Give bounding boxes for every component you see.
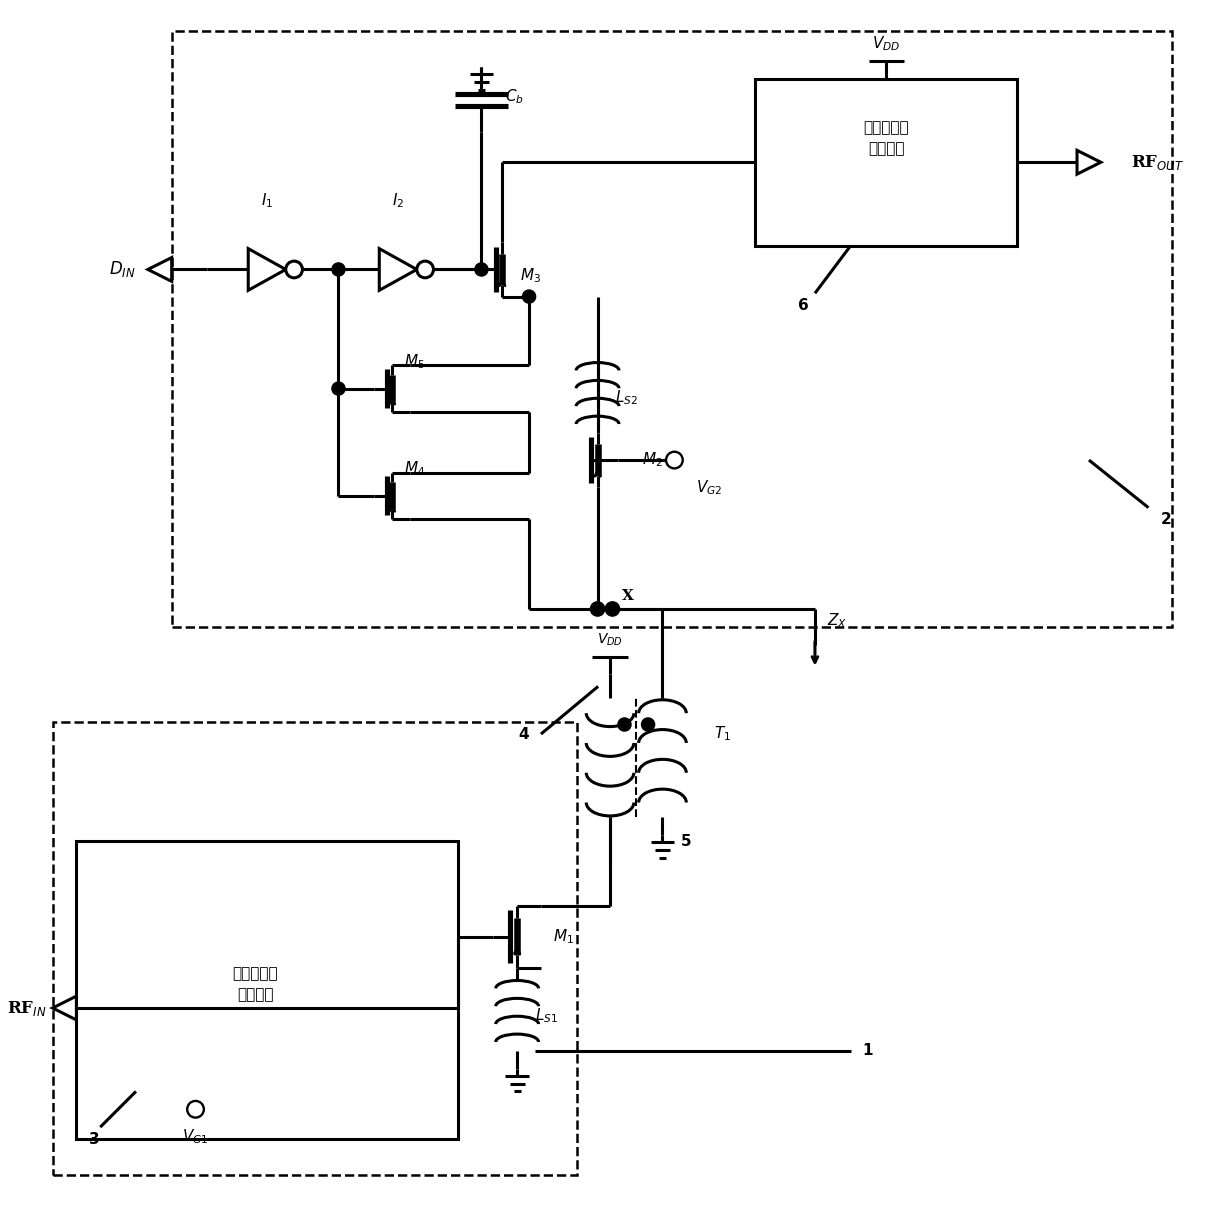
Text: 4: 4 (519, 726, 529, 742)
Text: 5: 5 (680, 833, 691, 849)
Circle shape (618, 718, 631, 731)
Text: RF$_{IN}$: RF$_{IN}$ (7, 999, 46, 1018)
Text: $V_{G2}$: $V_{G2}$ (696, 478, 722, 497)
Circle shape (332, 382, 345, 396)
Text: X: X (622, 589, 634, 603)
Text: $L_{S1}$: $L_{S1}$ (535, 1006, 558, 1025)
Text: 3: 3 (89, 1131, 100, 1147)
Text: $C_b$: $C_b$ (505, 87, 524, 106)
Text: $M_2$: $M_2$ (643, 451, 663, 469)
Text: $Z_X$: $Z_X$ (827, 611, 847, 631)
Circle shape (605, 602, 620, 616)
Text: $M_1$: $M_1$ (553, 927, 573, 946)
Bar (77, 842, 458, 1138)
Circle shape (417, 262, 434, 277)
Circle shape (642, 718, 655, 731)
Text: 输出匹配及
偏置网络: 输出匹配及 偏置网络 (864, 121, 909, 157)
Circle shape (332, 263, 345, 276)
Text: 输入匹配及
偏置网络: 输入匹配及 偏置网络 (232, 966, 278, 1002)
Circle shape (475, 263, 488, 276)
Circle shape (666, 452, 683, 468)
Circle shape (522, 289, 536, 303)
Circle shape (590, 602, 605, 616)
Polygon shape (148, 258, 171, 281)
Circle shape (286, 262, 303, 277)
Bar (52, 722, 577, 1175)
Circle shape (187, 1101, 204, 1118)
Text: $M_4$: $M_4$ (403, 459, 425, 478)
Text: 6: 6 (798, 298, 808, 312)
Polygon shape (52, 996, 77, 1020)
Text: 1: 1 (863, 1043, 874, 1059)
Text: RF$_{OUT}$: RF$_{OUT}$ (1131, 153, 1183, 171)
Polygon shape (248, 248, 286, 291)
Text: $V_{DD}$: $V_{DD}$ (597, 632, 623, 649)
Bar (756, 78, 1017, 246)
Text: $T_1$: $T_1$ (713, 725, 730, 743)
Text: $V_{DD}$: $V_{DD}$ (872, 34, 900, 53)
Text: $D_{IN}$: $D_{IN}$ (109, 259, 136, 280)
Text: 2: 2 (1160, 513, 1171, 527)
Text: $I_1$: $I_1$ (261, 192, 273, 210)
Text: $V_{G1}$: $V_{G1}$ (182, 1128, 209, 1146)
Text: $I_2$: $I_2$ (392, 192, 405, 210)
Bar (171, 31, 1172, 627)
Polygon shape (379, 248, 417, 291)
Text: $M_3$: $M_3$ (520, 267, 541, 285)
Polygon shape (1076, 151, 1101, 174)
Text: $L_{S2}$: $L_{S2}$ (616, 388, 638, 406)
Text: $M_5$: $M_5$ (403, 352, 425, 370)
